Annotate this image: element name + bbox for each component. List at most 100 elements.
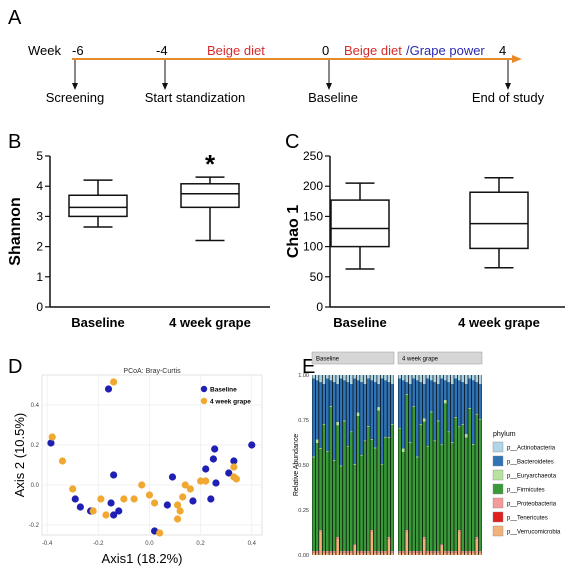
segment-proteobacteria — [401, 551, 405, 553]
point-baseline — [225, 469, 233, 477]
segment-proteobacteria — [322, 551, 326, 553]
segment-proteobacteria — [436, 551, 440, 553]
point-4-week-grape — [173, 501, 182, 509]
segment-bacteroidetes — [426, 378, 430, 446]
segment-verrucomicrobia — [377, 552, 380, 555]
legend-swatch — [492, 441, 504, 453]
point-4-week-grape — [110, 378, 118, 386]
legend-label: p__Tenericutes — [507, 516, 548, 522]
point-4-week-grape — [230, 463, 238, 471]
legend-swatch — [492, 455, 504, 467]
segment-verrucomicrobia — [440, 546, 444, 555]
segment-euryarchaeota — [415, 456, 419, 458]
segment-verrucomicrobia — [454, 552, 458, 555]
point-baseline — [163, 501, 171, 509]
segment-bacteroidetes — [457, 380, 461, 427]
segment-firmicutes — [349, 432, 353, 552]
segment-proteobacteria — [336, 537, 339, 539]
segment-firmicutes — [412, 407, 416, 552]
segment-euryarchaeota — [315, 439, 319, 444]
segment-verrucomicrobia — [384, 552, 387, 555]
shannon-boxplot: 0 1 2 3 4 5 Shannon Baseline 4 week grape * — [7, 149, 270, 330]
segment-euryarchaeota — [384, 436, 387, 438]
tick-week-0: 0 — [322, 43, 329, 58]
segment-verrucomicrobia — [408, 552, 412, 555]
segment-bacteroidetes — [443, 380, 447, 400]
tick-week-minus6: -6 — [72, 43, 84, 58]
significance-star: * — [205, 149, 216, 179]
panel-label-c: C — [285, 131, 299, 153]
segment-bacteroidetes — [440, 378, 444, 445]
segment-bacteroidetes — [360, 382, 363, 455]
segment-verrucomicrobia — [367, 552, 370, 555]
segment-verrucomicrobia — [326, 552, 329, 555]
week-label: Week — [28, 43, 61, 58]
segment-actinobacteria — [377, 375, 380, 384]
segment-verrucomicrobia — [401, 552, 405, 555]
segment-bacteroidetes — [343, 380, 346, 421]
segment-actinobacteria — [478, 375, 482, 384]
segment-actinobacteria — [398, 375, 402, 379]
point-baseline — [110, 511, 118, 519]
point-4-week-grape — [69, 485, 77, 493]
segment-proteobacteria — [373, 551, 377, 553]
segment-bacteroidetes — [315, 380, 319, 440]
segment-firmicutes — [332, 461, 336, 552]
segment-actinobacteria — [384, 375, 387, 381]
segment-bacteroidetes — [436, 384, 440, 421]
segment-euryarchaeota — [464, 434, 468, 438]
segment-verrucomicrobia — [478, 552, 482, 555]
segment-proteobacteria — [315, 551, 319, 553]
segment-verrucomicrobia — [319, 531, 322, 555]
y-tick-label: 0.00 — [298, 553, 309, 559]
segment-bacteroidetes — [380, 378, 384, 464]
point-4-week-grape — [130, 495, 138, 503]
segment-firmicutes — [415, 457, 419, 552]
point-4-week-grape — [179, 493, 187, 501]
segment-euryarchaeota — [478, 418, 482, 420]
segment-firmicutes — [475, 414, 479, 537]
segment-firmicutes — [457, 427, 461, 530]
segment-firmicutes — [346, 446, 350, 552]
segment-actinobacteria — [475, 375, 479, 383]
segment-verrucomicrobia — [405, 531, 409, 555]
point-baseline — [47, 439, 55, 447]
point-baseline — [104, 385, 113, 393]
segment-firmicutes — [356, 416, 360, 552]
segment-proteobacteria — [356, 551, 360, 553]
segment-verrucomicrobia — [471, 552, 475, 555]
segment-euryarchaeota — [443, 399, 447, 404]
segment-actinobacteria — [415, 375, 419, 381]
segment-verrucomicrobia — [457, 531, 461, 555]
segment-actinobacteria — [387, 375, 391, 383]
segment-proteobacteria — [380, 551, 384, 553]
segment-bacteroidetes — [349, 384, 353, 432]
x-tick-label: 0.2 — [196, 541, 205, 547]
segment-proteobacteria — [343, 551, 346, 553]
label-baseline: Baseline — [308, 90, 358, 105]
legend-label: Baseline — [210, 387, 237, 394]
segment-firmicutes — [440, 445, 444, 545]
arrowhead-start — [162, 83, 168, 90]
segment-actinobacteria — [363, 375, 367, 384]
facet-label: Baseline — [316, 357, 340, 363]
segment-proteobacteria — [478, 551, 482, 553]
segment-actinobacteria — [412, 375, 416, 379]
segment-euryarchaeota — [440, 444, 444, 446]
segment-firmicutes — [319, 448, 322, 530]
legend-label: p__Firmicutes — [507, 488, 545, 494]
x-axis-title: Axis1 (18.2%) — [102, 551, 183, 566]
segment-actinobacteria — [464, 375, 468, 384]
point-4-week-grape — [89, 507, 97, 515]
segment-proteobacteria — [461, 551, 465, 553]
segment-actinobacteria — [450, 375, 454, 384]
segment-bacteroidetes — [322, 384, 326, 425]
segment-euryarchaeota — [349, 431, 353, 433]
segment-bacteroidetes — [408, 384, 412, 443]
segment-euryarchaeota — [390, 424, 394, 426]
segment-actinobacteria — [356, 375, 360, 381]
segment-euryarchaeota — [419, 424, 423, 426]
segment-actinobacteria — [370, 375, 374, 381]
category-label: 4 week grape — [458, 315, 540, 330]
segment-bacteroidetes — [387, 382, 391, 438]
